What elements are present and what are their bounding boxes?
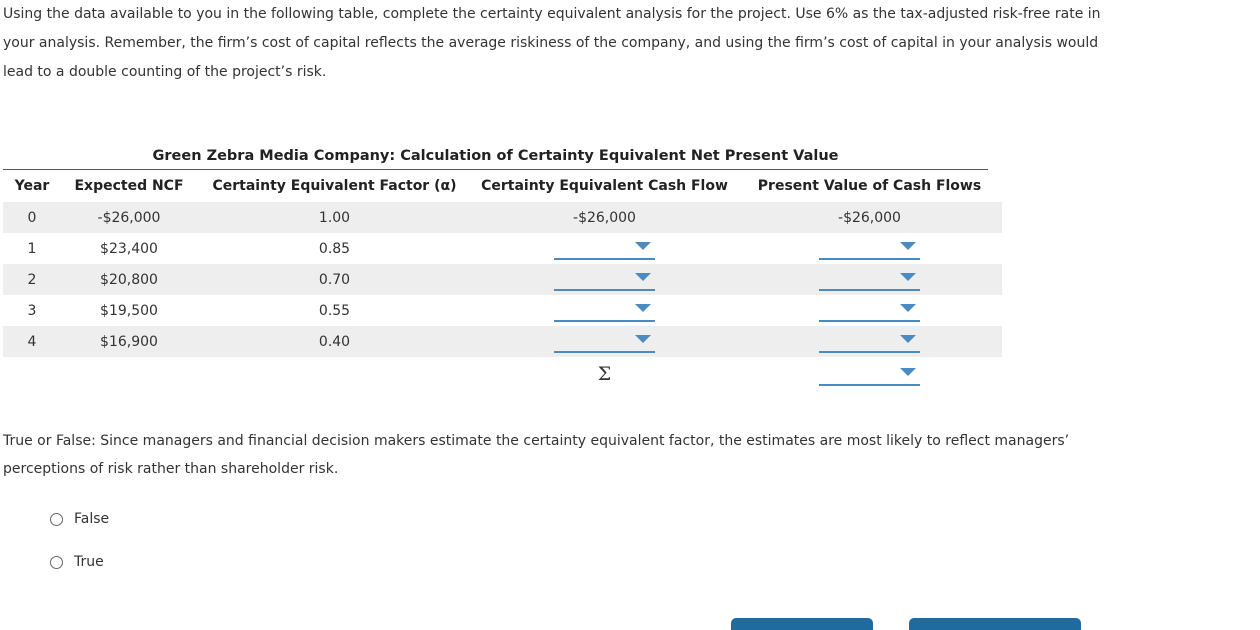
present-value-cell <box>737 326 1002 357</box>
certainty-equivalent-table: Green Zebra Media Company: Calculation o… <box>3 145 1003 391</box>
table-row: 1 $23,400 0.85 <box>3 233 1002 264</box>
present-value-dropdown-year-4[interactable] <box>819 333 920 353</box>
option-true[interactable]: True <box>50 554 104 570</box>
table-header-row: Year Expected NCF Certainty Equivalent F… <box>3 170 1002 202</box>
year-cell: 1 <box>27 240 37 257</box>
present-value-cell <box>737 264 1002 295</box>
expected-ncf-cell: $23,400 <box>100 240 158 257</box>
dropdown-arrow-icon <box>635 273 651 281</box>
ce-cash-flow-cell <box>472 233 737 264</box>
ce-cash-flow-dropdown-year-2[interactable] <box>554 271 655 291</box>
dropdown-arrow-icon <box>635 304 651 312</box>
year-cell: 4 <box>3 326 61 357</box>
ce-factor-cell: 0.40 <box>197 326 472 357</box>
year-cell: 3 <box>27 302 37 319</box>
present-value-dropdown-year-2[interactable] <box>819 271 920 291</box>
sum-row: Σ <box>3 357 1002 391</box>
table-title: Green Zebra Media Company: Calculation o… <box>3 145 988 170</box>
ce-cash-flow-cell: -$26,000 <box>472 202 737 233</box>
present-value-cell <box>737 295 1002 326</box>
header-year: Year <box>14 178 50 194</box>
expected-ncf-cell: $19,500 <box>100 302 158 319</box>
expected-ncf-cell: -$26,000 <box>61 202 197 233</box>
true-false-question: True or False: Since managers and financ… <box>3 433 1070 477</box>
option-label: True <box>74 554 104 570</box>
ce-cash-flow-dropdown-year-4[interactable] <box>554 333 655 353</box>
present-value-dropdown-year-3[interactable] <box>819 302 920 322</box>
table-row: 0 -$26,000 1.00 -$26,000 -$26,000 <box>3 202 1002 233</box>
year-cell: 0 <box>3 202 61 233</box>
present-value-dropdown-year-1[interactable] <box>819 240 920 260</box>
action-button-1[interactable] <box>731 618 873 630</box>
year-cell: 2 <box>3 264 61 295</box>
ce-factor-cell: 0.70 <box>197 264 472 295</box>
present-value-cell: -$26,000 <box>737 202 1002 233</box>
dropdown-arrow-icon <box>900 273 916 281</box>
expected-ncf-cell: $16,900 <box>61 326 197 357</box>
dropdown-arrow-icon <box>900 367 916 376</box>
dropdown-arrow-icon <box>900 304 916 312</box>
table-row: 4 $16,900 0.40 <box>3 326 1002 357</box>
npv-total-dropdown[interactable] <box>819 366 920 386</box>
ce-factor-cell: 0.85 <box>318 240 351 257</box>
header-certainty-equivalent-factor: Certainty Equivalent Factor (α) <box>212 178 457 194</box>
dropdown-arrow-icon <box>635 335 651 343</box>
radio-button[interactable] <box>50 555 63 569</box>
ce-cash-flow-cell <box>472 295 737 326</box>
table-row: 3 $19,500 0.55 <box>3 295 1002 326</box>
header-present-value: Present Value of Cash Flows <box>757 178 982 194</box>
dropdown-arrow-icon <box>635 242 651 250</box>
dropdown-arrow-icon <box>900 335 916 343</box>
npv-sum-cell <box>737 357 1002 391</box>
ce-factor-cell: 1.00 <box>197 202 472 233</box>
option-false[interactable]: False <box>50 511 109 527</box>
table-row: 2 $20,800 0.70 <box>3 264 1002 295</box>
ce-cash-flow-dropdown-year-1[interactable] <box>554 240 655 260</box>
header-certainty-equivalent-cash-flow: Certainty Equivalent Cash Flow <box>481 178 728 194</box>
ce-cash-flow-cell <box>472 326 737 357</box>
expected-ncf-cell: $20,800 <box>61 264 197 295</box>
present-value-cell <box>737 233 1002 264</box>
option-label: False <box>74 511 110 527</box>
dropdown-arrow-icon <box>900 242 916 250</box>
sigma-symbol: Σ <box>472 357 737 391</box>
header-expected-ncf: Expected NCF <box>74 178 184 194</box>
radio-button[interactable] <box>50 512 63 526</box>
ce-cash-flow-dropdown-year-3[interactable] <box>554 302 655 322</box>
ce-cash-flow-cell <box>472 264 737 295</box>
ce-factor-cell: 0.55 <box>318 302 351 319</box>
instructions-text: Using the data available to you in the f… <box>3 6 1101 80</box>
action-button-2[interactable] <box>909 618 1081 630</box>
